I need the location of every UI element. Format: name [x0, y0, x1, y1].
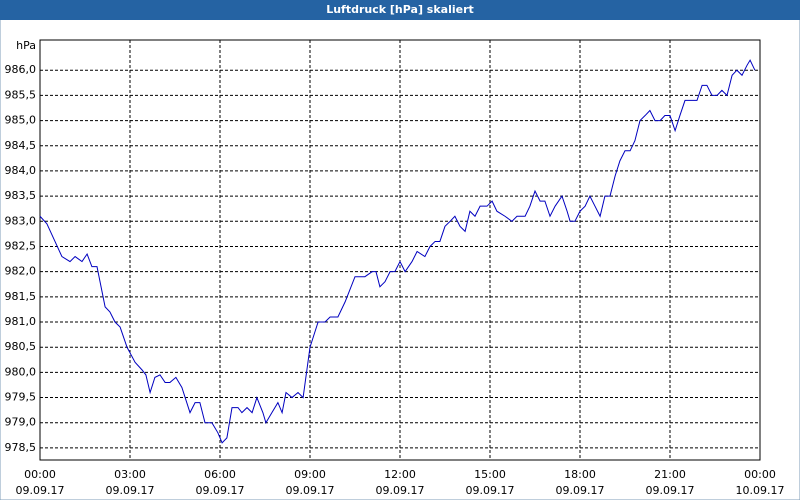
y-tick-label: 985,0 — [5, 114, 37, 127]
x-tick-label: 12:00 — [384, 468, 416, 481]
chart-title: Luftdruck [hPa] skaliert — [326, 3, 474, 16]
x-tick-label: 03:00 — [114, 468, 146, 481]
x-tick-date: 09.09.17 — [106, 484, 155, 497]
x-tick-label: 06:00 — [204, 468, 236, 481]
y-tick-label: 982,0 — [5, 265, 37, 278]
y-tick-label: 982,5 — [5, 239, 37, 252]
y-tick-label: 978,5 — [5, 441, 37, 454]
x-tick-label: 21:00 — [654, 468, 686, 481]
x-tick-date: 09.09.17 — [16, 484, 65, 497]
y-tick-label: 979,5 — [5, 391, 37, 404]
y-tick-label: 984,5 — [5, 139, 37, 152]
y-tick-label: 981,0 — [5, 315, 37, 328]
y-tick-label: 980,0 — [5, 365, 37, 378]
y-tick-label: 981,5 — [5, 290, 37, 303]
title-bar — [0, 0, 800, 20]
y-tick-label: 984,0 — [5, 164, 37, 177]
x-tick-date: 09.09.17 — [196, 484, 245, 497]
line-series — [39, 59, 756, 444]
y-tick-label: 983,5 — [5, 189, 37, 202]
y-unit: hPa — [16, 39, 36, 52]
x-tick-date: 10.09.17 — [736, 484, 785, 497]
y-tick-label: 986,0 — [5, 63, 37, 76]
x-tick-date: 09.09.17 — [376, 484, 425, 497]
x-tick-date: 09.09.17 — [286, 484, 335, 497]
x-tick-date: 09.09.17 — [556, 484, 605, 497]
y-tick-label: 983,0 — [5, 214, 37, 227]
x-tick-label: 00:00 — [744, 468, 776, 481]
x-tick-label: 18:00 — [564, 468, 596, 481]
y-tick-label: 985,5 — [5, 88, 37, 101]
plot-border — [39, 39, 761, 461]
x-tick-label: 15:00 — [474, 468, 506, 481]
x-tick-label: 09:00 — [294, 468, 326, 481]
y-tick-label: 980,5 — [5, 340, 37, 353]
x-tick-label: 00:00 — [24, 468, 56, 481]
x-tick-date: 09.09.17 — [466, 484, 515, 497]
y-tick-label: 979,0 — [5, 416, 37, 429]
x-tick-date: 09.09.17 — [646, 484, 695, 497]
